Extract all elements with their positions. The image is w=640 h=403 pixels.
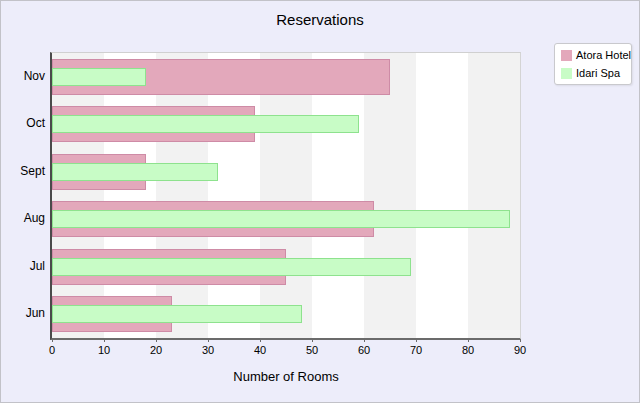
legend-item-atora-hotel: Atora Hotel [561, 49, 625, 61]
atora-hotel-swatch [561, 50, 572, 61]
x-tick-mark-70 [416, 339, 417, 342]
x-tick-mark-60 [364, 339, 365, 342]
x-tick-label-10: 10 [98, 344, 110, 356]
category-label-oct: Oct [1, 115, 45, 131]
legend-item-idari-spa: Idari Spa [561, 67, 625, 79]
x-tick-mark-80 [468, 339, 469, 342]
idari-spa-bar-jul [52, 258, 411, 276]
idari-spa-bar-sept [52, 163, 218, 181]
x-tick-label-40: 40 [254, 344, 266, 356]
x-tick-label-80: 80 [462, 344, 474, 356]
category-label-nov: Nov [1, 68, 45, 84]
plot-area [50, 52, 521, 340]
x-tick-label-30: 30 [202, 344, 214, 356]
x-tick-mark-0 [52, 339, 53, 342]
category-label-jul: Jul [1, 258, 45, 274]
legend-label-atora-hotel: Atora Hotel [576, 49, 631, 61]
legend: Atora Hotel Idari Spa [554, 43, 632, 85]
idari-spa-bar-oct [52, 115, 359, 133]
category-label-jun: Jun [1, 305, 45, 321]
x-tick-mark-40 [260, 339, 261, 342]
idari-spa-swatch [561, 68, 572, 79]
x-tick-label-60: 60 [358, 344, 370, 356]
x-tick-mark-20 [156, 339, 157, 342]
x-tick-mark-50 [312, 339, 313, 342]
x-axis-title: Number of Rooms [233, 369, 338, 384]
legend-label-idari-spa: Idari Spa [576, 67, 620, 79]
idari-spa-bar-nov [52, 68, 146, 86]
category-label-sept: Sept [1, 163, 45, 179]
chart-title: Reservations [1, 11, 639, 28]
x-tick-mark-10 [104, 339, 105, 342]
idari-spa-bar-aug [52, 210, 510, 228]
idari-spa-bar-jun [52, 305, 302, 323]
chart-window: Reservations Number of Rooms Atora Hotel… [0, 0, 640, 403]
x-tick-label-70: 70 [410, 344, 422, 356]
category-label-aug: Aug [1, 210, 45, 226]
x-tick-label-20: 20 [150, 344, 162, 356]
x-tick-label-90: 90 [514, 344, 526, 356]
x-tick-mark-30 [208, 339, 209, 342]
x-tick-label-0: 0 [49, 344, 55, 356]
x-tick-mark-90 [520, 339, 521, 342]
x-tick-label-50: 50 [306, 344, 318, 356]
